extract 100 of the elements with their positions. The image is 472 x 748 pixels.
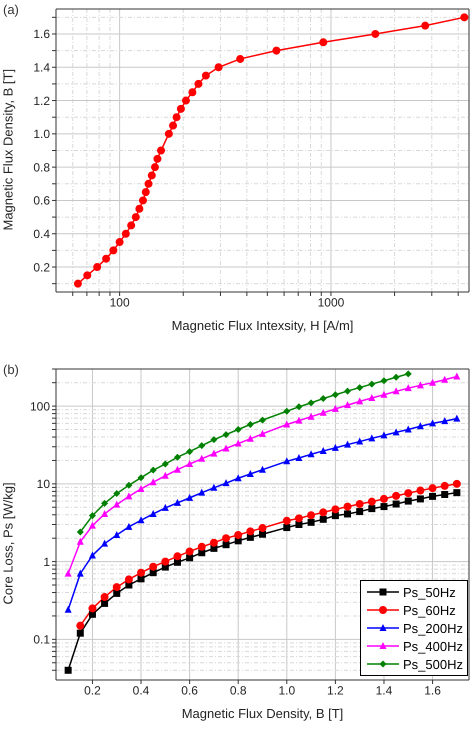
point [283, 408, 290, 415]
point [429, 419, 436, 426]
point [113, 490, 120, 498]
point [64, 570, 72, 577]
point [234, 426, 242, 433]
point [356, 508, 364, 516]
point [210, 450, 218, 457]
point [113, 530, 120, 538]
point [76, 528, 84, 536]
point [392, 492, 400, 500]
point [186, 554, 194, 562]
point [416, 486, 424, 495]
point [222, 431, 230, 438]
legend-label: Ps_60Hz [403, 602, 456, 618]
point [210, 436, 218, 444]
y-tick-label: 1.6 [33, 27, 50, 42]
point [320, 446, 327, 454]
point [234, 440, 242, 447]
point [125, 522, 132, 530]
point [246, 527, 254, 536]
point [222, 534, 230, 542]
text: (a) [3, 2, 19, 17]
point [259, 416, 266, 424]
y-tick-label: 0.4 [33, 226, 50, 241]
point [441, 376, 448, 383]
point [368, 505, 376, 512]
point [258, 524, 266, 532]
x-tick-label: 1.0 [278, 684, 296, 698]
x-tick-label: 0.8 [230, 684, 247, 698]
point [222, 541, 230, 548]
x-axis-title: Magnetic Flux Intexsity, H [A/m] [172, 318, 354, 333]
text: (b) [3, 362, 19, 377]
point [344, 401, 352, 408]
point [234, 530, 242, 539]
point [404, 489, 412, 498]
point [88, 604, 96, 612]
point [125, 482, 132, 489]
point [380, 503, 388, 510]
point [174, 466, 181, 473]
point [295, 454, 302, 461]
point [149, 562, 158, 571]
y-tick-label: 0.1 [33, 632, 50, 647]
point [198, 442, 206, 450]
y-axis-title: Core Loss, Ps [W/kg] [0, 482, 16, 604]
legend-label: Ps_400Hz [403, 638, 463, 654]
point [453, 372, 460, 380]
point [88, 522, 96, 529]
point [150, 510, 157, 517]
point [101, 540, 108, 547]
point [76, 630, 84, 637]
x-tick-label: 0.6 [181, 684, 198, 698]
point [368, 380, 376, 388]
point [404, 498, 412, 505]
point [198, 488, 206, 496]
point [186, 448, 194, 456]
point [404, 384, 412, 392]
point [162, 504, 169, 511]
point [344, 440, 352, 448]
point [246, 434, 254, 442]
point [392, 374, 400, 381]
point [161, 558, 170, 566]
legend-label: Ps_500Hz [403, 656, 463, 672]
point [101, 510, 108, 517]
point [429, 492, 436, 500]
point [452, 480, 461, 488]
point [356, 438, 364, 445]
x-tick-label: 1.4 [376, 684, 393, 698]
point [295, 416, 302, 424]
point [428, 484, 437, 492]
point [113, 590, 120, 597]
point [101, 500, 108, 507]
y-tick-label: 0.8 [33, 160, 50, 174]
x-tick-label: 1000 [318, 296, 345, 310]
y-tick-label: 1.0 [33, 127, 50, 142]
point [380, 494, 388, 503]
point [320, 395, 327, 402]
point [368, 394, 376, 402]
point [344, 388, 352, 395]
point [404, 370, 412, 378]
y-tick-label: 10 [36, 477, 50, 492]
x-axis-title: Magnetic Flux Density, B [T] [182, 706, 344, 721]
point [246, 420, 254, 428]
point [138, 575, 145, 582]
point [174, 454, 181, 461]
point [64, 606, 72, 613]
y-tick-label: 0.2 [33, 260, 50, 274]
point [392, 500, 400, 508]
point [138, 484, 145, 492]
point [308, 450, 315, 458]
point [198, 454, 206, 462]
point [138, 516, 145, 524]
x-tick-label: 0.2 [84, 684, 102, 698]
point [440, 482, 449, 490]
legend-label: Ps_200Hz [403, 620, 463, 636]
point [76, 570, 84, 577]
point [332, 404, 339, 412]
point [308, 518, 315, 526]
x-tick-label: 1.2 [327, 684, 344, 698]
point [186, 460, 194, 467]
point [282, 516, 291, 525]
